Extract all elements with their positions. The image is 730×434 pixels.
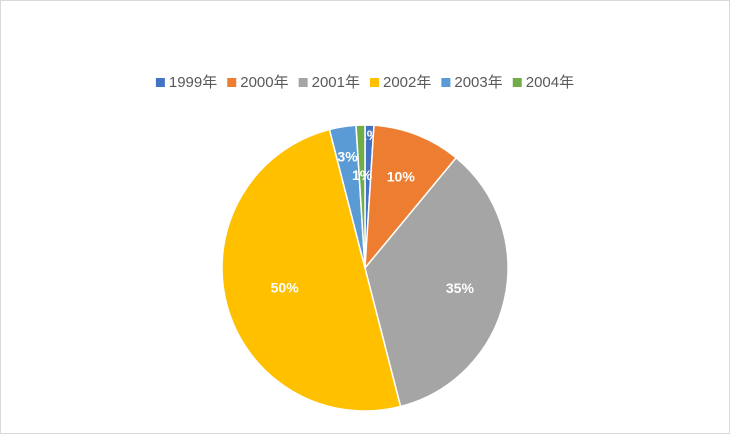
- pie-slice: [221, 128, 402, 412]
- legend-label: 2001年: [312, 74, 360, 91]
- data-label: 35%: [446, 280, 475, 296]
- pie-slice: [364, 124, 458, 271]
- data-label: 10%: [387, 168, 416, 184]
- legend-swatch: [155, 78, 165, 87]
- legend-label: 2004年: [526, 74, 574, 91]
- pie-slice: [355, 124, 366, 269]
- legend-swatch: [298, 78, 308, 87]
- data-label: 50%: [271, 279, 300, 295]
- legend-label: 2000年: [240, 74, 288, 91]
- legend-swatch: [227, 78, 237, 87]
- pie-slice: [364, 156, 509, 408]
- legend-swatch: [512, 78, 522, 87]
- legend-swatch: [441, 78, 451, 87]
- legend-label: 2002年: [383, 74, 431, 91]
- data-label: 1%: [352, 167, 373, 183]
- legend-swatch: [370, 78, 379, 87]
- legend-label: 2003年: [454, 74, 502, 91]
- legend-label: 1999年: [169, 74, 217, 91]
- data-label: 3%: [337, 149, 358, 165]
